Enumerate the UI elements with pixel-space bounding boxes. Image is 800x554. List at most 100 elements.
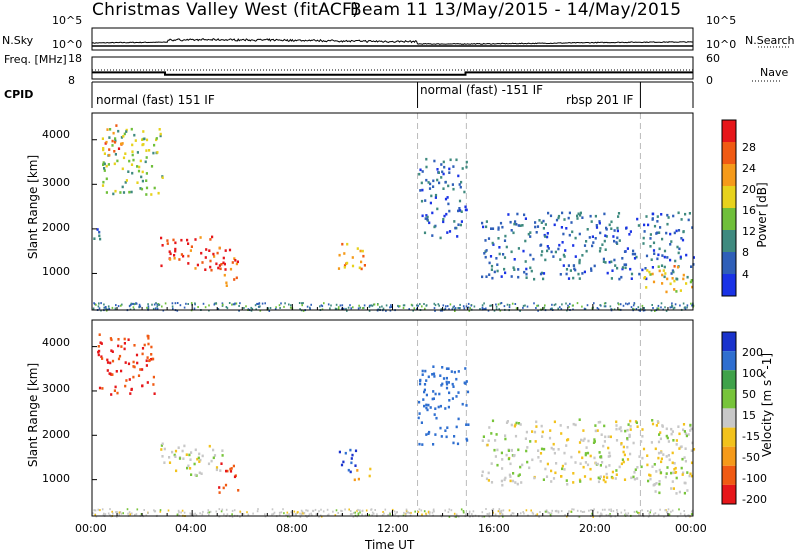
- velocity-cell-1-11: [219, 469, 222, 472]
- velocity-cell-6-25: [593, 456, 596, 460]
- power-cell-7-198: [599, 247, 602, 250]
- velocity-cell-7-24: [654, 490, 657, 493]
- velocity-cell-6-16: [607, 455, 610, 458]
- power-cell-5-16: [343, 266, 346, 269]
- velocity-cell-1-3: [199, 458, 202, 462]
- velocity-cell-5-52: [432, 443, 435, 446]
- power-ground-cell-176: [632, 307, 634, 310]
- power-cell-7-165: [595, 224, 598, 227]
- freq-label: Freq. [MHz]: [4, 53, 67, 66]
- velocity-ground-cell-396: [140, 513, 143, 515]
- power-ground-cell-178: [442, 304, 445, 307]
- power-cell-7-16: [517, 247, 520, 250]
- velocity-cell-4-1: [356, 469, 359, 472]
- velocity-cell-7-20: [659, 471, 663, 474]
- power-cell-1-49: [145, 186, 149, 190]
- power-cell-7-203: [507, 213, 510, 216]
- power-cell-3-21: [209, 265, 212, 269]
- velocity-cell-5-36: [431, 373, 434, 376]
- power-ytick-3000: 3000: [42, 176, 70, 189]
- power-cell-7-168: [578, 258, 581, 262]
- velocity-cell-7-5: [683, 491, 686, 495]
- power-cell-2-1: [106, 128, 109, 131]
- power-cell-3-47: [210, 268, 213, 272]
- power-cell-1-72: [145, 172, 148, 175]
- power-cell-1-27: [116, 159, 119, 163]
- power-ground-cell-170: [641, 304, 644, 307]
- power-cell-7-191: [663, 265, 666, 269]
- power-cell-7-231: [670, 240, 673, 243]
- power-cell-7-177: [657, 253, 660, 257]
- power-ground-cell-106: [463, 307, 466, 310]
- velocity-cell-0-6: [133, 365, 136, 369]
- velocity-cell-6-139: [680, 466, 683, 470]
- power-ground-cell-254: [306, 305, 309, 308]
- velocity-cell-6-209: [660, 451, 663, 454]
- velocity-cell-6-151: [515, 421, 518, 425]
- velocity-cell-6-212: [579, 480, 582, 483]
- power-cell-7-48: [625, 226, 628, 230]
- velocity-cell-6-255: [585, 446, 588, 449]
- power-cell-6-0: [428, 221, 431, 225]
- power-ground-cell-361: [481, 304, 484, 307]
- power-ground-cell-367: [152, 307, 155, 310]
- power-ground-cell-74: [511, 302, 514, 305]
- power-cell-3-49: [169, 258, 172, 261]
- power-ground-cell-369: [453, 305, 455, 308]
- power-cell-6-72: [453, 220, 456, 223]
- power-cell-7-247: [593, 264, 596, 268]
- power-ground-cell-166: [576, 302, 579, 305]
- power-ground-cell-314: [444, 307, 447, 310]
- velocity-cell-5-87: [457, 370, 460, 373]
- power-cell-1-84: [131, 143, 134, 147]
- power-ground-cell-139: [434, 309, 436, 312]
- power-ground-cell-69: [221, 302, 224, 305]
- power-cell-1-88: [119, 191, 122, 194]
- velocity-ground-cell-21: [143, 509, 145, 511]
- velocity-cell-6-94: [494, 455, 497, 458]
- velocity-cell-5-38: [466, 390, 470, 394]
- power-ground-cell-311: [371, 304, 374, 307]
- velocity-cell-0-68: [117, 357, 121, 361]
- power-ground-cell-351: [500, 302, 503, 304]
- velocity-cell-5-89: [445, 382, 449, 386]
- power-cell-3-9: [218, 246, 221, 250]
- velocity-ground-cell-106: [498, 508, 501, 511]
- velocity-cell-6-315: [673, 471, 676, 474]
- velocity-cell-6-193: [658, 468, 661, 472]
- velocity-ground-cell-5: [444, 509, 446, 512]
- power-cell-6-86: [425, 157, 428, 161]
- velocity-panel-border: [91, 319, 694, 517]
- power-cell-6-38: [443, 214, 446, 218]
- velocity-ground-cell-235: [539, 511, 541, 513]
- power-cell-7-269: [636, 217, 639, 221]
- power-ground-cell-147: [330, 304, 332, 307]
- power-cell-7-166: [540, 243, 543, 247]
- velocity-ground-cell-208: [177, 509, 180, 512]
- power-cell-7-310: [581, 254, 584, 257]
- velocity-cell-3-7: [344, 451, 347, 455]
- velocity-ground-cell-299: [536, 513, 539, 516]
- velocity-ground-cell-314: [231, 515, 234, 518]
- velocity-cell-6-282: [519, 423, 522, 426]
- velocity-cell-6-266: [685, 434, 688, 438]
- velocity-cell-5-83: [447, 381, 450, 384]
- power-cell-6-74: [424, 199, 427, 202]
- velocity-ground-cell-50: [349, 513, 352, 516]
- power-ground-cell-269: [438, 304, 440, 307]
- power-ground-cell-216: [682, 302, 685, 305]
- power-ground-cell-223: [337, 306, 340, 309]
- velocity-cell-1-49: [171, 450, 174, 454]
- power-ground-cell-119: [551, 303, 553, 306]
- power-cell-3-44: [201, 261, 204, 264]
- velocity-ground-cell-230: [547, 511, 549, 514]
- power-ground-cell-192: [390, 304, 392, 307]
- velocity-ground-cell-345: [286, 514, 289, 517]
- velocity-ground-cell-279: [322, 510, 325, 513]
- velocity-ground-cell-247: [112, 512, 114, 515]
- power-ground-cell-310: [425, 304, 428, 307]
- power-ground-cell-180: [147, 305, 150, 308]
- power-ground-cell-354: [583, 307, 586, 310]
- power-cell-7-173: [529, 235, 532, 238]
- velocity-cell-6-197: [690, 461, 694, 465]
